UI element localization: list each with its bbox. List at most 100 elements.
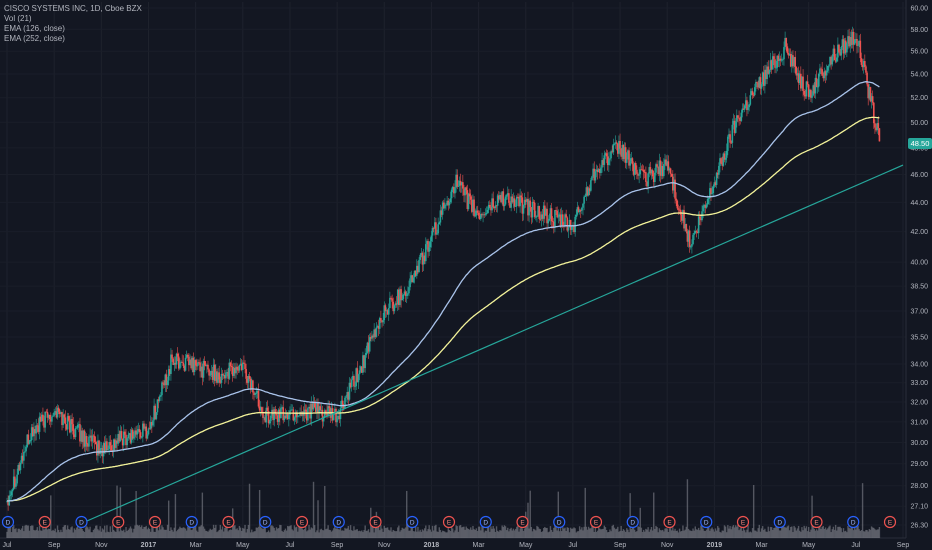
volume-bar (642, 529, 645, 538)
candle-body (568, 219, 571, 228)
candle-body (358, 370, 361, 375)
candle-body (431, 228, 434, 236)
candle-body (18, 464, 21, 471)
candle-body (596, 169, 599, 173)
volume-bar (309, 529, 311, 538)
volume-bar (45, 527, 47, 538)
candle-body (401, 298, 404, 301)
volume-bar (19, 529, 22, 538)
volume-bar (712, 529, 714, 538)
volume-bar (819, 525, 821, 538)
volume-bar (294, 527, 297, 538)
candle-body (339, 408, 342, 420)
volume-bar (720, 532, 722, 538)
candle-body (177, 356, 180, 369)
volume-bar (166, 524, 169, 538)
candle-body (515, 196, 518, 207)
volume-bar (624, 531, 627, 538)
candle-body (126, 438, 128, 446)
volume-bar (727, 525, 729, 538)
y-tick-label: 44.00 (910, 200, 928, 207)
volume-bar (443, 531, 445, 538)
volume-bar (765, 531, 767, 538)
volume-bar (311, 528, 314, 538)
volume-bar (102, 529, 105, 538)
candle-body (482, 214, 484, 216)
candle-body (828, 65, 830, 67)
volume-bar (127, 529, 129, 538)
candle-body (179, 362, 181, 369)
candle-body (100, 448, 103, 450)
candle-body (723, 153, 726, 160)
dividend-marker (75, 515, 88, 529)
candle-body (674, 179, 676, 199)
volume-bar (483, 532, 485, 538)
volume-bar (71, 526, 73, 538)
volume-bar (604, 527, 607, 538)
volume-bar (713, 531, 716, 538)
candle-body (713, 182, 716, 187)
candle-body (312, 401, 315, 410)
candle-body (180, 361, 182, 363)
candle-body (362, 355, 364, 373)
volume-bar (301, 528, 303, 538)
candle-body (746, 100, 748, 111)
candle-body (314, 407, 317, 412)
candle-body (288, 415, 290, 419)
candlesticks (6, 26, 881, 511)
candle-body (849, 37, 852, 47)
volume-bar (563, 528, 565, 538)
volume-bar (434, 525, 436, 538)
y-tick-label: 50.00 (910, 120, 928, 127)
candle-body (57, 407, 60, 412)
candle-body (294, 412, 297, 418)
volume-bar (35, 529, 37, 538)
volume-bar (740, 526, 743, 538)
candle-body (266, 407, 269, 412)
volume-bar (747, 525, 749, 538)
volume-bar (47, 528, 50, 538)
candle-body (471, 199, 473, 212)
volume-bar (86, 526, 88, 538)
candle-body (710, 188, 712, 195)
candle-body (94, 442, 97, 445)
chart-legend: CISCO SYSTEMS INC, 1D, Cboe BZX Vol (21)… (4, 4, 142, 44)
volume-bar (586, 529, 589, 538)
volume-bar (230, 529, 233, 538)
candle-body (212, 364, 215, 380)
volume-bar (188, 527, 190, 538)
candle-body (80, 430, 82, 442)
volume-bar (481, 525, 483, 538)
candle-body (307, 408, 309, 421)
candle-body (649, 167, 652, 174)
volume-bar (635, 531, 637, 538)
candle-body (462, 182, 464, 189)
y-tick-label: 40.00 (910, 260, 928, 267)
volume-bar (569, 527, 572, 538)
candle-body (240, 363, 243, 370)
volume-bar (239, 527, 242, 538)
volume-bar (132, 532, 134, 538)
volume-bar (594, 525, 597, 538)
candle-body (787, 53, 790, 56)
volume-bar (178, 528, 180, 538)
marker-label: D (483, 520, 488, 527)
volume-bar (517, 525, 519, 538)
candle-body (449, 198, 452, 203)
volume-bar (141, 525, 143, 538)
y-tick-label: 26.30 (910, 523, 928, 530)
volume-bar (767, 526, 769, 538)
volume-bar (540, 531, 543, 538)
candle-body (414, 270, 417, 276)
candle-body (297, 415, 299, 418)
candle-body (308, 406, 310, 409)
volume-bar (830, 532, 832, 538)
volume-bar (849, 528, 851, 538)
candle-body (661, 165, 664, 177)
volume-bar (347, 525, 350, 538)
volume-bar (16, 532, 18, 538)
volume-bar (584, 487, 586, 538)
volume-bar (114, 531, 116, 538)
volume-bar (446, 532, 448, 538)
